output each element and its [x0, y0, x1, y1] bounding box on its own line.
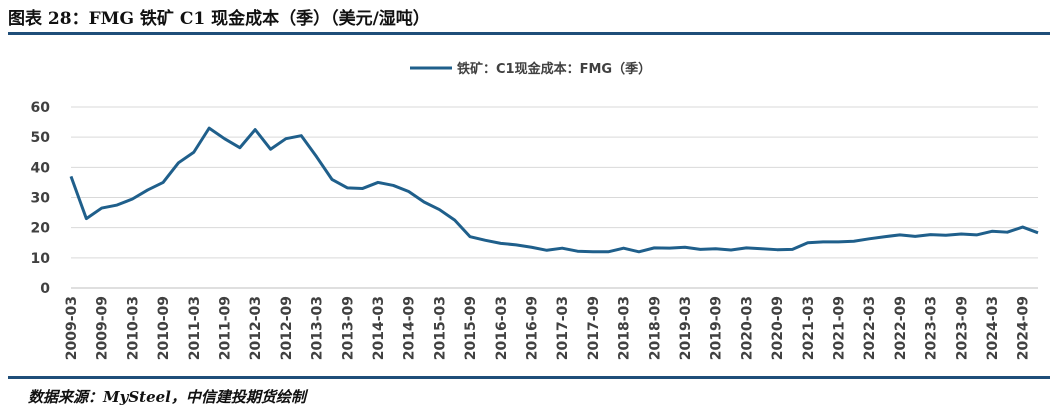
x-tick-label: 2024-03 [985, 296, 1001, 360]
x-tick-label: 2014-09 [402, 296, 418, 360]
top-rule [8, 32, 1050, 35]
y-tick-label: 50 [31, 130, 51, 146]
y-tick-label: 10 [31, 251, 51, 267]
x-tick-label: 2013-03 [310, 296, 326, 360]
y-tick-label: 30 [31, 191, 51, 207]
x-axis: 2009-03 2009-09 2010-03 2010-09 2011-03 2011-… [64, 296, 1032, 360]
y-axis: 0 10 20 30 40 50 60 [31, 100, 51, 297]
figure-title: 图表 28：FMG 铁矿 C1 现金成本（季）（美元/湿吨） [8, 9, 430, 29]
x-tick-label: 2011-03 [187, 296, 203, 360]
y-tick-label: 60 [31, 100, 51, 116]
source-note: 数据来源：MySteel，中信建投期货绘制 [28, 388, 306, 406]
x-tick-label: 2014-03 [371, 296, 387, 360]
x-tick-label: 2022-09 [893, 296, 909, 360]
x-tick-label: 2011-09 [217, 296, 233, 360]
x-tick-label: 2016-03 [494, 296, 510, 360]
y-tick-label: 20 [31, 221, 51, 237]
x-tick-label: 2024-09 [1016, 296, 1032, 360]
x-tick-label: 2021-03 [801, 296, 817, 360]
y-tick-label: 0 [40, 281, 50, 297]
x-tick-label: 2010-03 [125, 296, 141, 360]
gridlines [71, 106, 1038, 289]
x-tick-label: 2020-03 [739, 296, 755, 360]
x-tick-label: 2012-03 [248, 296, 264, 360]
x-tick-label: 2016-09 [524, 296, 540, 360]
x-tick-label: 2013-09 [340, 296, 356, 360]
x-tick-label: 2023-03 [924, 296, 940, 360]
x-tick-label: 2023-09 [954, 296, 970, 360]
x-tick-label: 2009-09 [95, 296, 111, 360]
x-tick-label: 2019-03 [678, 296, 694, 360]
x-tick-label: 2015-03 [432, 296, 448, 360]
x-tick-label: 2019-09 [709, 296, 725, 360]
legend-label: 铁矿：C1现金成本：FMG（季） [456, 61, 651, 77]
y-tick-label: 40 [31, 160, 51, 176]
x-tick-label: 2021-09 [831, 296, 847, 360]
bottom-rule [8, 376, 1050, 379]
x-tick-label: 2012-09 [279, 296, 295, 360]
x-tick-label: 2009-03 [64, 296, 80, 360]
legend: 铁矿：C1现金成本：FMG（季） [410, 61, 651, 77]
x-tick-label: 2017-03 [555, 296, 571, 360]
x-tick-label: 2017-09 [586, 296, 602, 360]
x-tick-label: 2015-09 [463, 296, 479, 360]
x-tick-label: 2018-03 [617, 296, 633, 360]
x-tick-label: 2022-03 [862, 296, 878, 360]
x-tick-label: 2020-09 [770, 296, 786, 360]
x-tick-label: 2018-09 [647, 296, 663, 360]
series-line [69, 126, 1039, 254]
x-tick-label: 2010-09 [156, 296, 172, 360]
